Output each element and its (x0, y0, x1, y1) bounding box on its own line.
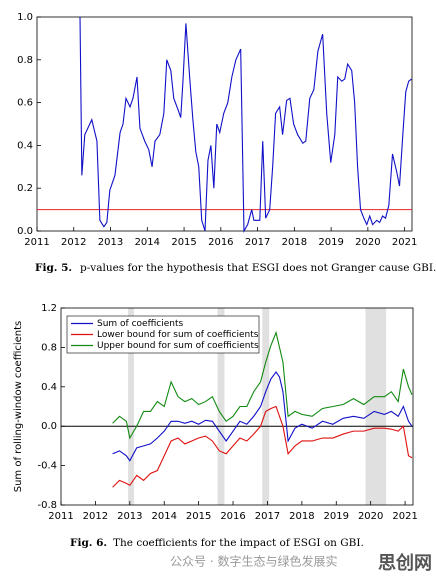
watermark: 思创网 (378, 552, 432, 574)
data-line (112, 330, 413, 440)
x-tick-label: 2016 (220, 511, 245, 522)
plot-frame (60, 307, 414, 506)
x-tick-label: 2017 (255, 511, 280, 522)
legend-box (66, 315, 260, 354)
x-tick-label: 2016 (208, 237, 233, 248)
data-line (79, 16, 412, 234)
caption: p-values for the hypothesis that ESGI do… (80, 262, 436, 274)
x-tick-label: 2011 (48, 511, 73, 522)
x-tick-label: 2019 (318, 237, 343, 248)
y-tick-label: 1.0 (17, 12, 33, 23)
y-tick-label: 0.4 (17, 140, 33, 151)
x-tick-label: 2020 (355, 237, 380, 248)
shaded-region (262, 308, 270, 505)
x-tick-label: 2015 (186, 511, 211, 522)
x-tick-label: 2021 (392, 511, 417, 522)
y-tick-label: 0.4 (41, 382, 57, 393)
y-tick-label: -0.8 (37, 500, 57, 511)
plot-frame (36, 16, 413, 232)
data-line (112, 405, 413, 488)
x-tick-label: 2017 (245, 237, 270, 248)
y-tick-label: 0.8 (17, 55, 33, 66)
data-line (112, 371, 413, 462)
y-tick-label: -0.4 (37, 461, 57, 472)
caption-label: Fig. 6. (70, 537, 107, 549)
y-tick-label: 0.8 (41, 342, 57, 353)
x-tick-label: 2013 (117, 511, 142, 522)
shaded-region (217, 308, 225, 505)
caption: The coefficients for the impact of ESGI … (113, 537, 364, 549)
y-tick-label: 0.2 (17, 183, 33, 194)
caption-label: Fig. 5. (35, 262, 72, 274)
x-tick-label: 2014 (151, 511, 176, 522)
x-tick-label: 2018 (289, 511, 314, 522)
x-tick-label: 2011 (24, 237, 49, 248)
shaded-region (365, 308, 387, 505)
shaded-region (128, 308, 134, 505)
x-tick-label: 2012 (83, 511, 108, 522)
x-tick-label: 2015 (171, 237, 196, 248)
x-tick-label: 2019 (324, 511, 349, 522)
x-tick-label: 2014 (135, 237, 160, 248)
x-tick-label: 2012 (61, 237, 86, 248)
legend-label: Sum of coefficients (97, 319, 183, 329)
y-axis-title: Sum of rolling-window coefficients (13, 321, 24, 493)
watermark: 公众号 · 数字生态与绿色发展实 (170, 554, 337, 569)
x-tick-label: 2020 (358, 511, 383, 522)
x-tick-label: 2018 (282, 237, 307, 248)
y-tick-label: 0.0 (41, 421, 57, 432)
y-tick-label: 1.2 (41, 303, 57, 314)
x-tick-label: 2021 (392, 237, 417, 248)
legend-label: Lower bound for sum of coefficients (97, 330, 259, 340)
legend-label: Upper bound for sum of coefficients (97, 341, 259, 351)
y-tick-label: 0.0 (17, 226, 33, 237)
x-tick-label: 2013 (98, 237, 123, 248)
y-tick-label: 0.6 (17, 98, 33, 109)
